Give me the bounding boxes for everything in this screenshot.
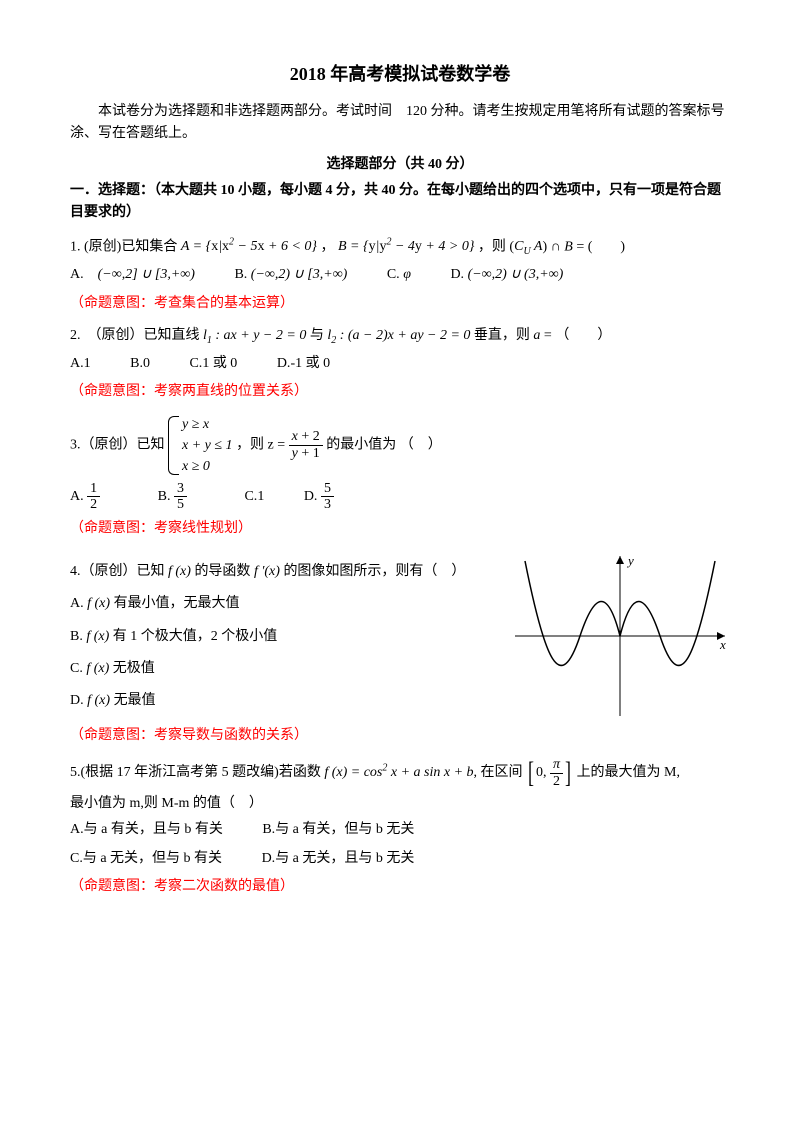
q3-stem: 3.（原创）已知 y ≥ x x + y ≤ 1 x ≥ 0 ，则 z = x … bbox=[70, 414, 730, 477]
q5-optA: A.与 a 有关，且与 b 有关 bbox=[70, 822, 241, 837]
q5-optD: D.与 a 无关，且与 b 无关 bbox=[262, 851, 433, 866]
q5-intent: （命题意图：考察二次函数的最值） bbox=[70, 876, 730, 898]
q3-optA: A. 12 bbox=[70, 489, 136, 504]
q1-optB: B. (−∞,2) ∪ [3,+∞) bbox=[234, 267, 365, 282]
q1-setA: A = {x|x2 − 5x + 6 < 0} bbox=[181, 239, 317, 254]
q5-post: 上的最大值为 M, bbox=[577, 765, 680, 780]
q3-intent: （命题意图：考察线性规划） bbox=[70, 518, 730, 540]
q3-frac-den: y + 1 bbox=[289, 446, 323, 461]
q3-options: A. 12 B. 35 C.1 D. 53 bbox=[70, 481, 730, 513]
q4-stem: 4.（原创）已知 f (x) 的导函数 f ′(x) 的图像如图所示，则有（ ） bbox=[70, 561, 500, 583]
q2-optD: D.-1 或 0 bbox=[277, 356, 348, 371]
q3-system: y ≥ x x + y ≤ 1 x ≥ 0 bbox=[168, 414, 233, 477]
q4-optD: D. f (x) 无最值 bbox=[70, 690, 500, 712]
q5-optC: C.与 a 无关，但与 b 有关 bbox=[70, 851, 240, 866]
q1-mid: ， bbox=[321, 239, 335, 254]
q3-frac: x + 2 y + 1 bbox=[289, 429, 323, 461]
q3-tail: 的最小值为 （ ） bbox=[326, 437, 442, 452]
section-title: 一．选择题：（本大题共 10 小题，每小题 4 分，共 40 分。在每小题给出的… bbox=[70, 180, 730, 225]
q4-optA: A. f (x) 有最小值，无最大值 bbox=[70, 593, 500, 615]
q5-stem: 5.(根据 17 年浙江高考第 5 题改编)若函数 f (x) = cos2 x… bbox=[70, 757, 730, 789]
q4-optB: B. f (x) 有 1 个极大值，2 个极小值 bbox=[70, 626, 500, 648]
q3-sys2: x + y ≤ 1 bbox=[182, 435, 233, 456]
page-title: 2018 年高考模拟试卷数学卷 bbox=[70, 60, 730, 89]
q4-intent: （命题意图：考察导数与函数的关系） bbox=[70, 725, 730, 747]
q1-intent: （命题意图：考查集合的基本运算） bbox=[70, 293, 730, 315]
q4-row: 4.（原创）已知 f (x) 的导函数 f ′(x) 的图像如图所示，则有（ ）… bbox=[70, 551, 730, 721]
q3-optB: B. 35 bbox=[158, 489, 223, 504]
q2-text: 2. （原创）已知直线 l1 : ax + y − 2 = 0 与 l2 : (… bbox=[70, 328, 611, 343]
q1-tail: ，则 (CU A) ∩ B = ( ) bbox=[478, 239, 625, 254]
q2-stem: 2. （原创）已知直线 l1 : ax + y − 2 = 0 与 l2 : (… bbox=[70, 325, 730, 349]
q2-optC: C.1 或 0 bbox=[189, 356, 255, 371]
q3-pre: 3.（原创）已知 bbox=[70, 437, 165, 452]
axis-x-label: x bbox=[719, 637, 726, 652]
q1-optD: D. (−∞,2) ∪ (3,+∞) bbox=[450, 267, 581, 282]
q2-optB: B.0 bbox=[130, 356, 168, 371]
q1-stem: 1. (原创)已知集合 A = {x|x2 − 5x + 6 < 0} ， B … bbox=[70, 235, 730, 260]
q3-optD: D. 53 bbox=[304, 489, 370, 504]
q1-options: A. (−∞,2] ∪ [3,+∞) B. (−∞,2) ∪ [3,+∞) C.… bbox=[70, 264, 730, 286]
q2-options: A.1 B.0 C.1 或 0 D.-1 或 0 bbox=[70, 353, 730, 375]
q3-sys3: x ≥ 0 bbox=[182, 456, 233, 477]
q1-optA: A. (−∞,2] ∪ [3,+∞) bbox=[70, 267, 213, 282]
q5-options-row2: C.与 a 无关，但与 b 有关 D.与 a 无关，且与 b 无关 bbox=[70, 848, 730, 870]
q4-graph: x y bbox=[510, 551, 730, 721]
q1-setB: B = {y|y2 − 4y + 4 > 0} bbox=[338, 239, 474, 254]
q5-optB: B.与 a 有关，但与 b 无关 bbox=[262, 822, 432, 837]
q3-mid: ，则 z = bbox=[236, 437, 285, 452]
q2-optA: A.1 bbox=[70, 356, 109, 371]
q5-line2: 最小值为 m,则 M-m 的值（ ） bbox=[70, 793, 730, 815]
q2-intent: （命题意图：考察两直线的位置关系） bbox=[70, 381, 730, 403]
q5-interval: [0, π2] bbox=[526, 757, 573, 789]
q3-optC: C.1 bbox=[244, 489, 282, 504]
intro-text: 本试卷分为选择题和非选择题两部分。考试时间 120 分种。请考生按规定用笔将所有… bbox=[70, 101, 730, 146]
q5-options-row1: A.与 a 有关，且与 b 有关 B.与 a 有关，但与 b 无关 bbox=[70, 819, 730, 841]
q3-sys1: y ≥ x bbox=[182, 414, 233, 435]
axis-y-label: y bbox=[626, 553, 634, 568]
q1-pre: 1. (原创)已知集合 bbox=[70, 239, 181, 254]
section-header: 选择题部分（共 40 分） bbox=[70, 154, 730, 176]
q3-frac-num: x + 2 bbox=[289, 429, 323, 445]
q4-optC: C. f (x) 无极值 bbox=[70, 658, 500, 680]
q5-pre: 5.(根据 17 年浙江高考第 5 题改编)若函数 f (x) = cos2 x… bbox=[70, 765, 523, 780]
q1-optC: C. φ bbox=[387, 267, 429, 282]
